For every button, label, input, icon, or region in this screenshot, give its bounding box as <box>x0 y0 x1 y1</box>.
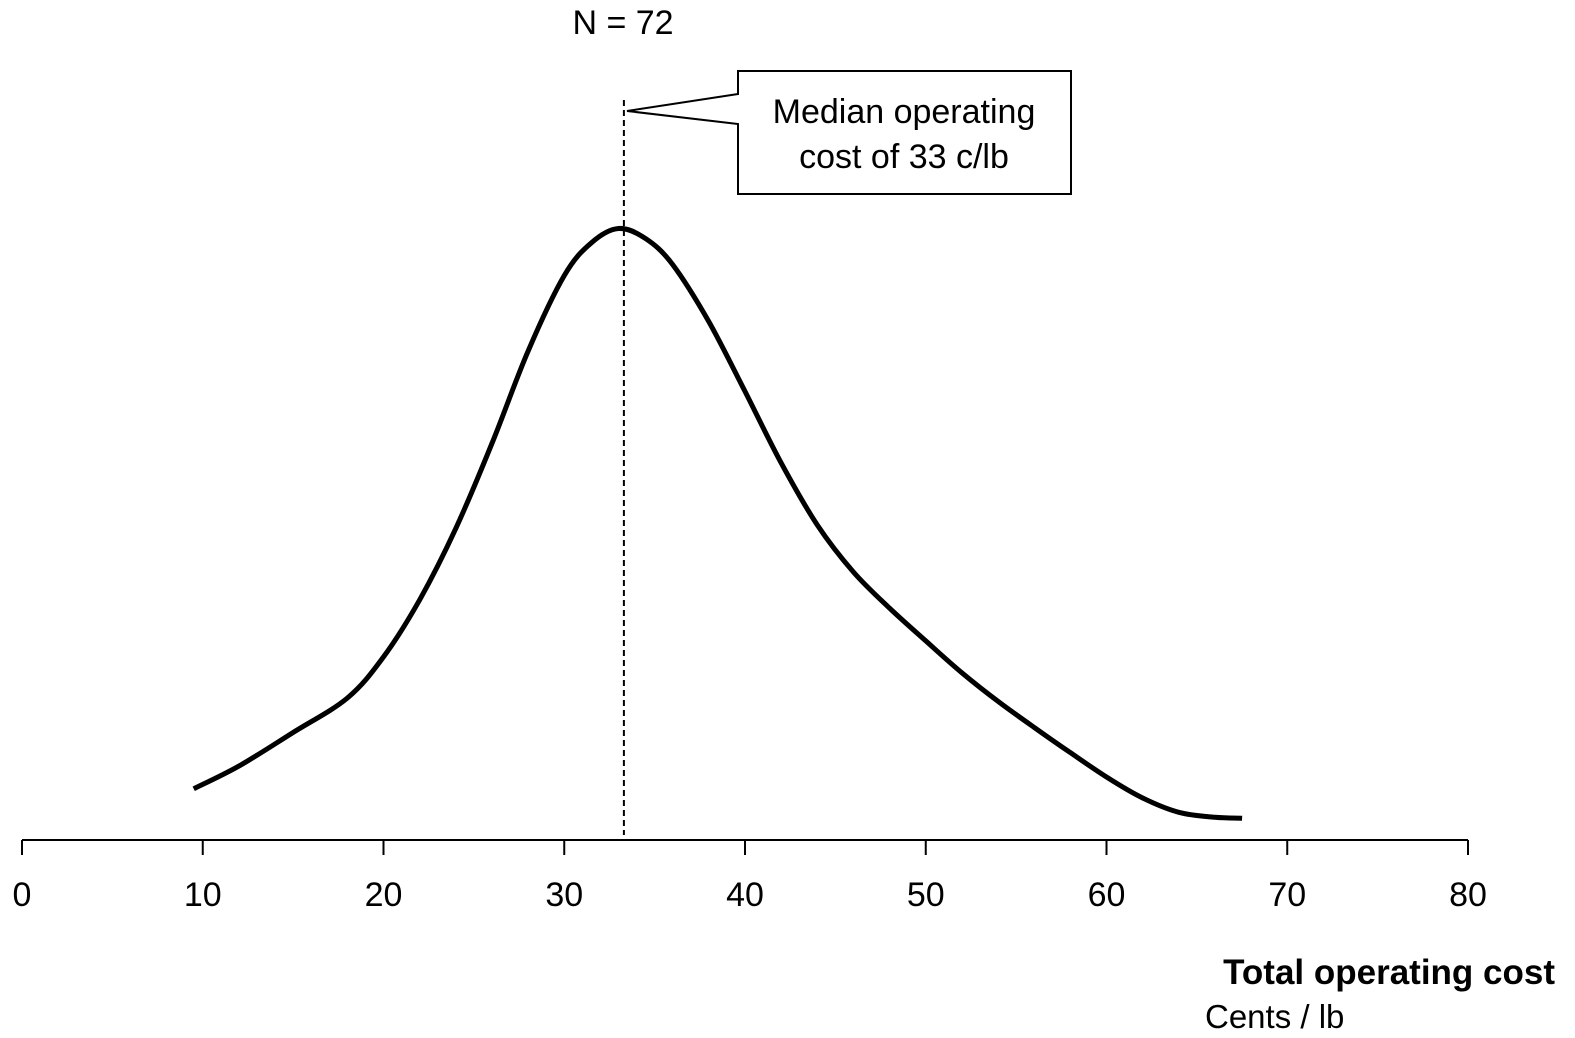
callout-line-2: cost of 33 c/lb <box>799 138 1009 176</box>
x-tick-label-40: 40 <box>726 876 764 914</box>
callout-box <box>626 70 1072 195</box>
x-tick-label-30: 30 <box>545 876 583 914</box>
x-tick-label-60: 60 <box>1088 876 1126 914</box>
median-callout: Median operating cost of 33 c/lb <box>626 70 1072 195</box>
density-curve <box>192 225 1243 821</box>
x-tick-label-80: 80 <box>1449 876 1487 914</box>
x-tick-label-50: 50 <box>907 876 945 914</box>
sample-size-label: N = 72 <box>572 4 673 42</box>
x-tick-label-0: 0 <box>13 876 32 914</box>
x-axis-title: Total operating cost <box>1223 953 1555 992</box>
x-tick-label-70: 70 <box>1268 876 1306 914</box>
callout-line-1: Median operating <box>773 93 1036 131</box>
x-tick-label-20: 20 <box>365 876 403 914</box>
x-axis-unit: Cents / lb <box>1205 998 1344 1035</box>
x-tick-label-10: 10 <box>184 876 222 914</box>
x-axis-ticks: 0 10 20 30 40 50 60 70 80 <box>13 840 1487 914</box>
